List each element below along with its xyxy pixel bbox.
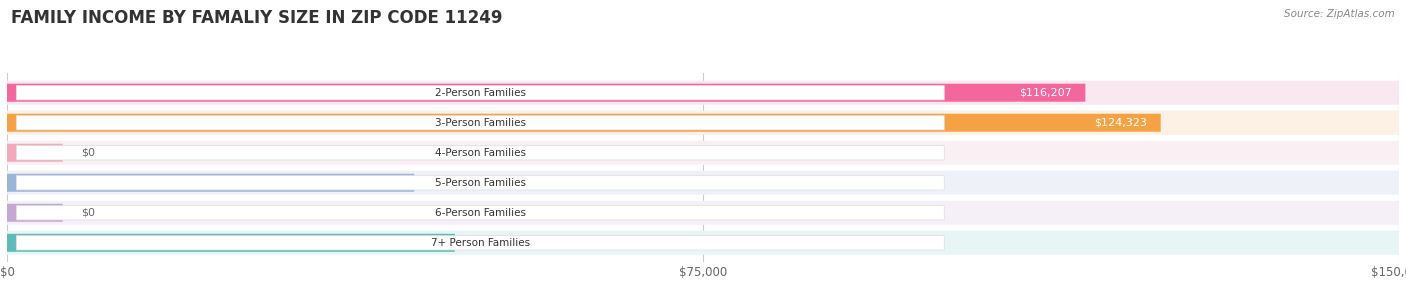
FancyBboxPatch shape — [7, 144, 63, 162]
Text: 6-Person Families: 6-Person Families — [434, 208, 526, 218]
Text: $116,207: $116,207 — [1019, 88, 1071, 98]
FancyBboxPatch shape — [7, 81, 1399, 105]
Text: 4-Person Families: 4-Person Families — [434, 148, 526, 158]
Text: FAMILY INCOME BY FAMALIY SIZE IN ZIP CODE 11249: FAMILY INCOME BY FAMALIY SIZE IN ZIP COD… — [11, 9, 503, 27]
Text: $48,248: $48,248 — [395, 238, 441, 248]
Text: $0: $0 — [82, 148, 96, 158]
FancyBboxPatch shape — [7, 234, 454, 252]
FancyBboxPatch shape — [7, 111, 1399, 135]
Text: 3-Person Families: 3-Person Families — [434, 118, 526, 128]
FancyBboxPatch shape — [7, 201, 1399, 225]
Text: 7+ Person Families: 7+ Person Families — [430, 238, 530, 248]
Text: $43,885: $43,885 — [354, 178, 401, 188]
Text: $0: $0 — [82, 208, 96, 218]
FancyBboxPatch shape — [17, 145, 945, 160]
FancyBboxPatch shape — [17, 85, 945, 100]
Text: $124,323: $124,323 — [1094, 118, 1147, 128]
FancyBboxPatch shape — [17, 116, 945, 130]
Text: 2-Person Families: 2-Person Families — [434, 88, 526, 98]
FancyBboxPatch shape — [7, 141, 1399, 165]
FancyBboxPatch shape — [7, 174, 415, 192]
FancyBboxPatch shape — [7, 171, 1399, 195]
Text: Source: ZipAtlas.com: Source: ZipAtlas.com — [1284, 9, 1395, 19]
FancyBboxPatch shape — [7, 231, 1399, 255]
Text: 5-Person Families: 5-Person Families — [434, 178, 526, 188]
FancyBboxPatch shape — [17, 235, 945, 250]
FancyBboxPatch shape — [17, 176, 945, 190]
FancyBboxPatch shape — [7, 84, 1085, 102]
FancyBboxPatch shape — [17, 206, 945, 220]
FancyBboxPatch shape — [7, 204, 63, 222]
FancyBboxPatch shape — [7, 114, 1161, 132]
